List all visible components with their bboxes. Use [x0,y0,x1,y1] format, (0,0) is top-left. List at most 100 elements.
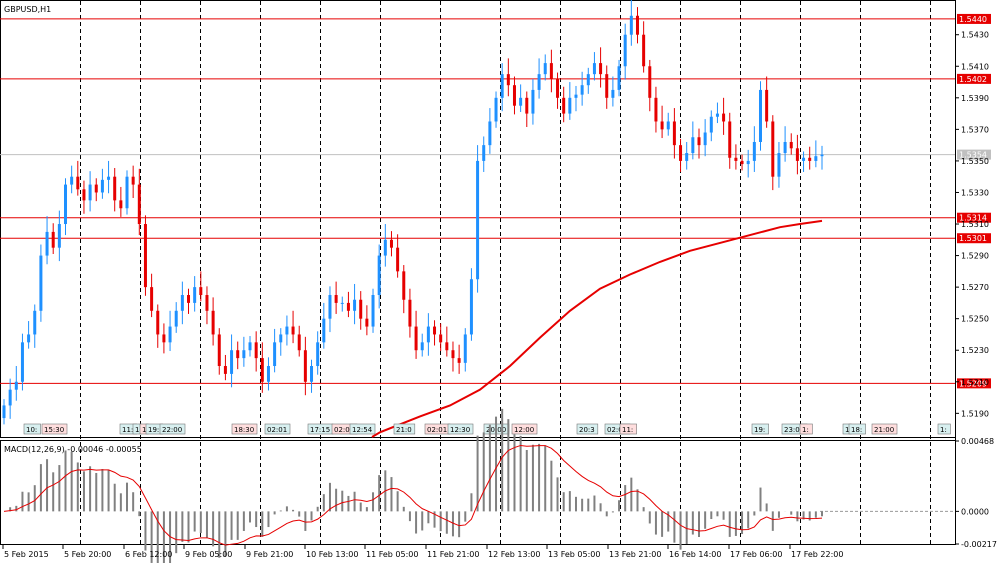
candle-body-52 [322,318,326,343]
candle-body-38 [236,350,240,359]
candle-body-121 [746,160,750,165]
candle-body-14 [88,184,92,201]
level-label-4: 1.5209 [959,379,987,388]
candle-body-4 [27,334,31,343]
candle-body-20 [125,176,129,209]
event-marker-label-7: 18:30 [234,426,254,434]
candle-body-104 [642,34,646,67]
candle-body-99 [611,89,615,98]
current-price-label: 1.5354 [959,151,987,160]
moving-average-line [371,219,823,438]
time-tick-label-5: 10 Feb 13:00 [306,550,358,559]
candle-body-13 [82,189,86,201]
time-tick-label-12: 17 Feb 06:00 [730,550,782,559]
candle-body-80 [494,97,498,122]
candle-body-17 [107,176,111,180]
candle-body-66 [408,299,412,327]
candle-body-62 [383,239,387,256]
time-tick-label-8: 12 Feb 13:00 [488,550,540,559]
candle-body-119 [734,157,738,161]
candle-body-30 [187,295,191,303]
macd-layer: 0.00468 0.0000 -0.00217 [3,408,997,563]
price-tick-label-10: 1.5390 [961,94,989,103]
candle-body-25 [156,310,160,335]
candle-body-118 [728,121,732,158]
event-marker-box-12 [393,423,416,435]
event-marker-label-24: 18: [851,426,862,434]
candle-body-73 [451,350,455,359]
time-tick-label-2: 6 Feb 12:00 [125,550,172,559]
candle-body-125 [771,121,775,177]
price-tick-label-5: 1.5290 [961,252,989,261]
candle-body-78 [482,145,486,161]
candle-body-22 [137,184,141,225]
price-tick-label-1: 1.5210 [961,378,989,387]
event-marker-box-16 [511,423,538,435]
time-tick-label-13: 17 Feb 22:00 [791,550,843,559]
event-marker-box-20 [751,423,769,435]
candle-body-87 [537,74,541,90]
event-marker-label-25: 21:00 [874,426,894,434]
candle-body-85 [525,97,529,114]
price-tick-label-4: 1.5270 [961,283,989,292]
level-label-3: 1.5301 [959,234,987,243]
candle-body-42 [260,358,264,382]
candle-body-89 [549,63,553,79]
candle-body-47 [291,326,295,335]
vertical-grid [80,1,931,545]
candle-body-120 [740,160,744,165]
candle-body-114 [703,132,707,146]
level-box-1 [957,73,991,84]
macd-tick-label-2: -0.00217 [961,540,997,549]
candle-body-76 [469,279,473,335]
current-price-box [957,149,991,160]
time-tick-label-7: 11 Feb 21:00 [427,550,479,559]
candle-body-113 [697,137,701,146]
candle-body-2 [14,381,18,390]
candle-body-108 [666,121,670,130]
event-marker-label-2: 11: [122,426,133,434]
time-axis-ticks: 5 Feb 2015 5 Feb 20:00 6 Feb 12:00 9 Feb 05… [2,545,843,559]
candle-body-117 [722,113,726,122]
candle-body-77 [476,160,480,280]
candle-body-24 [150,287,154,311]
candle-body-45 [279,334,283,343]
event-marker-label-8: 02:01 [267,426,287,434]
candle-body-29 [180,295,184,311]
candle-body-44 [273,342,277,367]
candle-body-33 [205,295,209,311]
time-tick-label-0: 5 Feb 2015 [4,550,49,559]
event-marker-label-1: 15:30 [44,426,64,434]
level-box-0 [957,13,991,24]
candle-body-56 [346,302,350,311]
event-marker-box-19 [619,423,637,435]
candle-body-16 [100,179,104,193]
event-marker-box-7 [231,423,258,435]
candle-body-115 [709,116,713,133]
candle-body-90 [556,78,560,98]
candle-body-50 [310,366,314,382]
candle-body-11 [70,176,74,185]
level-box-4 [957,378,991,389]
candle-body-94 [580,85,584,95]
candle-body-36 [223,366,227,374]
event-marker-box-17 [576,423,599,435]
moving-average-layer [371,219,823,438]
price-tick-label-0: 1.5190 [961,409,989,418]
price-tick-label-6: 1.5310 [961,220,989,229]
candle-body-96 [592,63,596,75]
price-tick-label-8: 1.5350 [961,157,989,166]
event-marker-label-12: 21:0 [396,426,412,434]
candle-body-124 [765,89,769,122]
candle-body-5 [33,310,37,335]
event-marker-box-22 [799,423,813,435]
candle-body-48 [297,334,301,351]
candle-body-101 [623,34,627,67]
candle-body-63 [389,239,393,248]
candle-body-65 [402,271,406,300]
event-marker-label-16: 12:00 [514,426,534,434]
price-tick-label-3: 1.5250 [961,315,989,324]
candle-body-41 [254,342,258,359]
event-marker-box-11 [349,423,376,435]
candle-body-64 [396,247,400,272]
